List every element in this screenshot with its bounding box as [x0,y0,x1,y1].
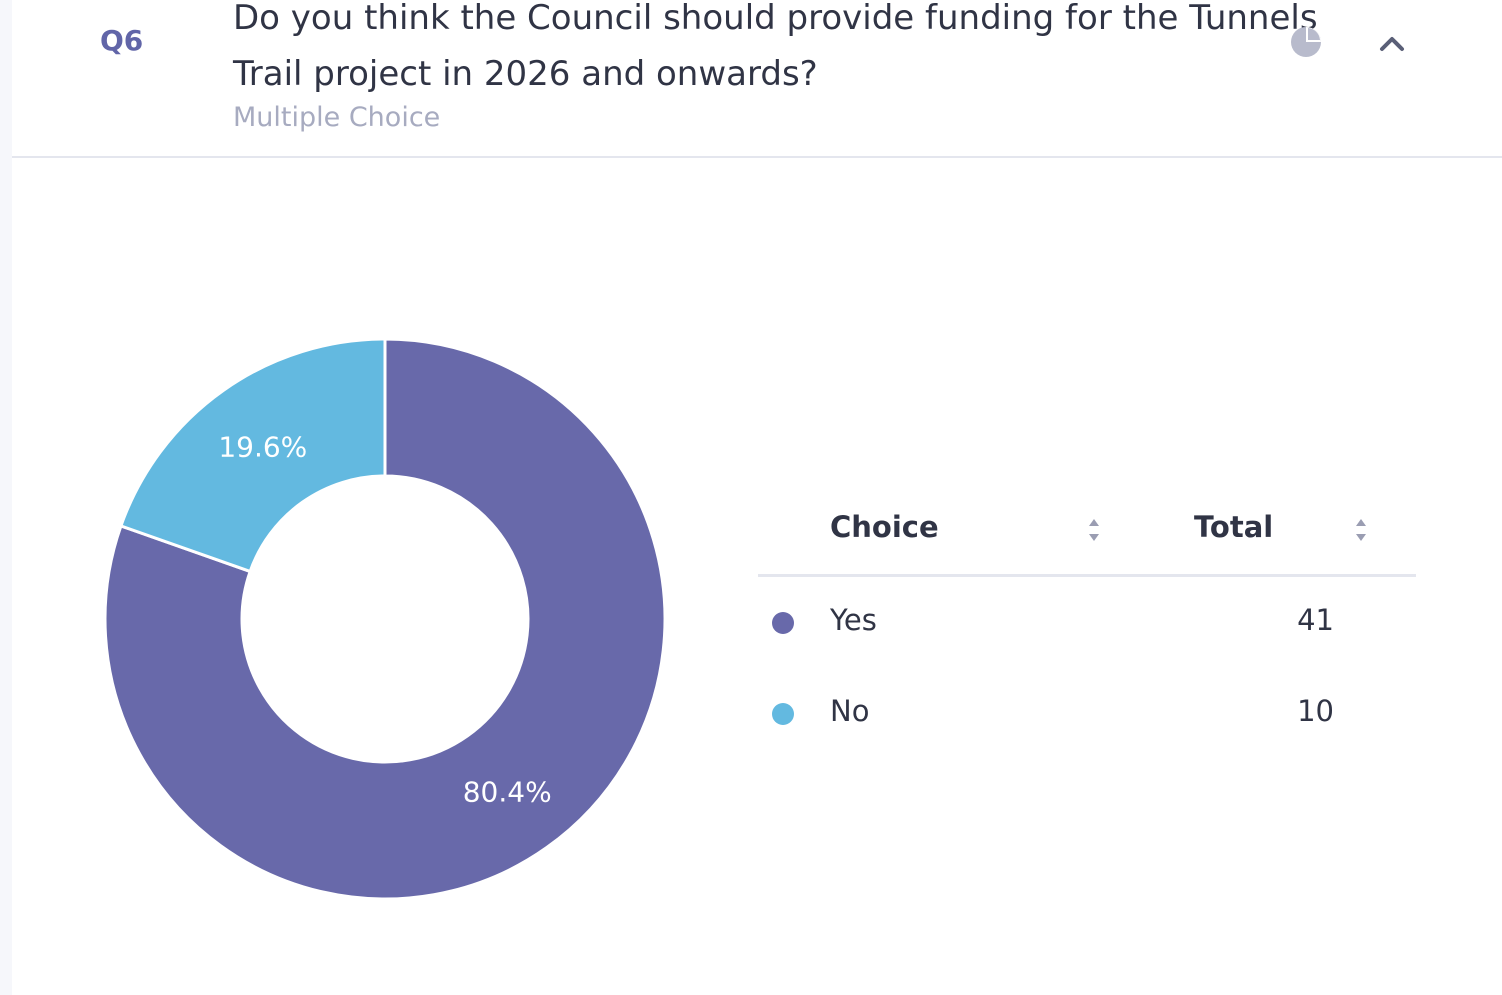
choice-column-header[interactable]: Choice [830,510,939,544]
question-title: Do you think the Council should provide … [233,0,1318,94]
slice-label-no: 19.6% [218,430,307,463]
question-number: Q6 [100,24,144,57]
choice-total: 10 [1297,694,1334,728]
choice-total: 41 [1297,603,1334,637]
question-header: Q6 Do you think the Council should provi… [12,0,1502,158]
chevron-up-icon[interactable] [1374,26,1410,62]
total-column-header[interactable]: Total [1194,510,1274,544]
question-type: Multiple Choice [233,102,441,133]
slice-yes[interactable] [103,337,667,901]
results-table-header: Choice Total [758,490,1416,577]
slice-no[interactable] [119,337,387,574]
legend-dot-yes [772,612,794,634]
choice-label: Yes [830,603,877,637]
slice-label-yes: 80.4% [463,776,552,809]
sort-icon[interactable] [1353,516,1369,544]
question-card: Q6 Do you think the Council should provi… [12,0,1502,995]
pie-chart-icon[interactable] [1288,24,1324,60]
table-row: No 10 [758,684,1416,744]
donut-chart: 80.4% 19.6% [102,322,686,914]
choice-label: No [830,694,870,728]
table-row: Yes 41 [758,593,1416,653]
legend-dot-no [772,703,794,725]
sort-icon[interactable] [1086,516,1102,544]
